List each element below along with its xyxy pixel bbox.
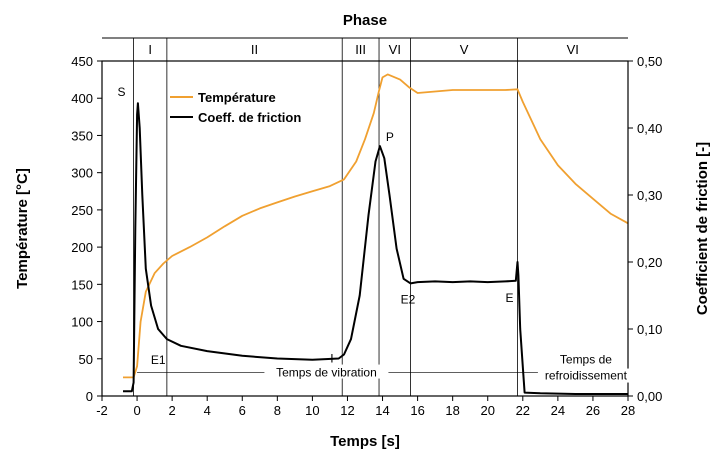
series-layer (123, 73, 629, 395)
x-axis-title: Temps [s] (330, 433, 400, 450)
y-left-tick-label: 350 (71, 128, 93, 143)
vibration-label-bg (264, 364, 389, 379)
phase-label: I (148, 42, 152, 57)
x-tick-label: 26 (586, 403, 600, 418)
legend-label-temperature: Température (198, 90, 276, 105)
phase-label: V (460, 42, 469, 57)
plot-frame (101, 60, 629, 397)
y-left-tick-label: 250 (71, 203, 93, 218)
x-tick-label: 18 (445, 403, 459, 418)
y-left-tick-label: 450 (71, 54, 93, 69)
y-left-tick-label: 400 (71, 91, 93, 106)
vibration-label: Temps de vibration (276, 366, 377, 380)
x-tick-label: -2 (96, 403, 108, 418)
phase-label: II (251, 42, 258, 57)
y-left-tick-label: 0 (86, 389, 93, 404)
x-tick-label: 16 (410, 403, 424, 418)
y-right-axis-title: Coefficient de friction [-] (694, 142, 711, 315)
phase-label: III (355, 42, 366, 57)
series-line-temperature (123, 73, 629, 379)
series-line-friction (123, 102, 628, 395)
y-left-axis-title: Température [°C] (14, 168, 31, 289)
y-left-tick-label: 200 (71, 240, 93, 255)
chart-title: Phase (343, 12, 387, 29)
y-right-tick-label: 0,20 (637, 255, 662, 270)
cooling-label-bg (537, 368, 634, 383)
y-right-tick-label: 0,50 (637, 54, 662, 69)
axes-layer (97, 37, 633, 401)
annotation-s: S (118, 85, 126, 99)
y-right-tick-label: 0,10 (637, 322, 662, 337)
x-tick-label: 4 (204, 403, 211, 418)
annotation-e: E (506, 291, 514, 305)
x-tick-label: 22 (516, 403, 530, 418)
x-tick-label: 6 (239, 403, 246, 418)
annotation-e2: E2 (401, 292, 416, 306)
y-right-tick-label: 0,30 (637, 188, 662, 203)
x-tick-label: 2 (169, 403, 176, 418)
x-tick-label: 10 (305, 403, 319, 418)
x-tick-label: 28 (621, 403, 635, 418)
annotation-e1: E1 (151, 353, 166, 367)
annotation-p: P (386, 130, 394, 144)
cooling-label-line2: refroidissement (545, 369, 628, 383)
y-right-tick-label: 0,00 (637, 389, 662, 404)
phase-label: VI (567, 42, 579, 57)
x-tick-label: 12 (340, 403, 354, 418)
y-left-tick-label: 300 (71, 166, 93, 181)
legend-label-friction: Coeff. de friction (198, 110, 301, 125)
annotation-i: I (330, 351, 333, 365)
cooling-label-line1: Temps de (560, 353, 612, 367)
x-tick-label: 20 (480, 403, 494, 418)
x-tick-label: 24 (551, 403, 565, 418)
x-tick-label: 8 (274, 403, 281, 418)
y-left-tick-label: 50 (79, 352, 93, 367)
y-left-tick-label: 150 (71, 277, 93, 292)
phase-label: VI (389, 42, 401, 57)
x-tick-label: 14 (375, 403, 389, 418)
y-left-tick-label: 100 (71, 315, 93, 330)
x-tick-label: 0 (133, 403, 140, 418)
y-right-tick-label: 0,40 (637, 121, 662, 136)
